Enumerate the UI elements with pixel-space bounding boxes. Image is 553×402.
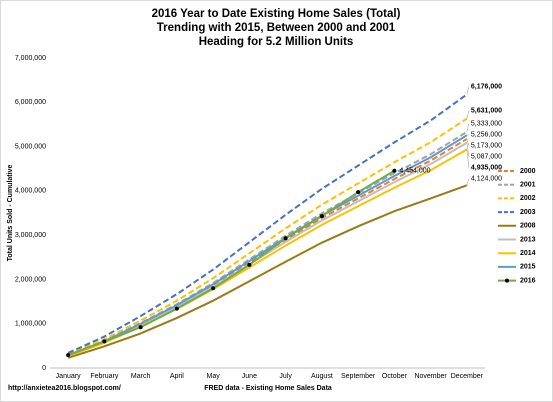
y-tick-label: 6,000,000 (15, 99, 46, 106)
legend-label: 2002 (520, 195, 536, 202)
legend-marker (505, 278, 509, 283)
x-tick-label: August (311, 373, 333, 380)
y-tick-label: 4,000,000 (15, 188, 46, 195)
series-line (67, 93, 468, 354)
leader-line (466, 142, 470, 157)
data-label: 5,631,000 (471, 107, 502, 114)
leader-line (466, 123, 470, 132)
chart-title: 2016 Year to Date Existing Home Sales (T… (152, 8, 401, 20)
y-tick-label: 0 (42, 365, 46, 372)
data-point (392, 168, 397, 173)
data-label: 5,256,000 (471, 132, 502, 139)
series-line (67, 117, 468, 356)
data-point (319, 214, 324, 219)
chart-title: Trending with 2015, Between 2000 and 200… (157, 22, 396, 34)
data-label: 6,176,000 (471, 83, 502, 90)
legend-label: 2001 (520, 182, 536, 189)
x-tick-label: October (382, 373, 408, 380)
series-line (67, 169, 395, 357)
leader-line (466, 110, 470, 119)
y-tick-label: 7,000,000 (15, 55, 46, 62)
source: http://anxietea2016.blogspot.com/ (8, 385, 121, 392)
data-label: 4,935,000 (471, 165, 502, 172)
data-label: 5,173,000 (471, 143, 502, 150)
y-axis-label: Total Units Sold - Cumulative (7, 165, 14, 262)
leader-line (466, 178, 470, 186)
y-tick-label: 2,000,000 (15, 276, 46, 283)
x-tick-label: December (451, 373, 484, 380)
x-axis-label: FRED data - Existing Home Sales Data (204, 385, 332, 392)
chart-title: Heading for 5.2 Million Units (199, 36, 354, 48)
x-tick-label: July (279, 373, 292, 380)
legend-label: 2013 (520, 236, 536, 243)
data-point (138, 325, 143, 330)
data-label: 5,087,000 (471, 154, 502, 161)
x-tick-label: February (90, 373, 119, 380)
data-point (283, 236, 288, 241)
x-tick-label: May (207, 373, 221, 380)
y-tick-label: 3,000,000 (15, 232, 46, 239)
data-point (211, 286, 216, 291)
legend-label: 2003 (520, 209, 536, 216)
x-tick-label: September (341, 373, 376, 380)
x-tick-label: April (170, 373, 184, 380)
legend-label: 2000 (520, 168, 536, 175)
data-point (174, 306, 179, 311)
data-label: 4,124,000 (471, 176, 502, 183)
legend-label: 2008 (520, 223, 536, 230)
series-line (67, 134, 468, 357)
data-point (356, 190, 361, 195)
data-point (102, 339, 107, 344)
y-tick-label: 1,000,000 (15, 321, 46, 328)
data-label: 4,454,000 (399, 168, 430, 175)
x-tick-label: March (131, 373, 151, 380)
x-tick-label: June (242, 373, 257, 380)
leader-line (466, 149, 470, 168)
leader-line (466, 138, 470, 146)
legend-label: 2014 (520, 250, 536, 257)
series-line (67, 184, 468, 359)
data-label: 5,333,000 (471, 121, 502, 128)
data-point (247, 262, 252, 267)
legend-label: 2015 (520, 264, 536, 271)
leader-line (466, 86, 470, 95)
x-tick-label: January (56, 373, 81, 380)
legend-label: 2016 (520, 277, 536, 284)
data-point (66, 353, 71, 358)
series-line (67, 141, 468, 357)
y-tick-label: 5,000,000 (15, 143, 46, 150)
x-tick-label: November (414, 373, 447, 380)
